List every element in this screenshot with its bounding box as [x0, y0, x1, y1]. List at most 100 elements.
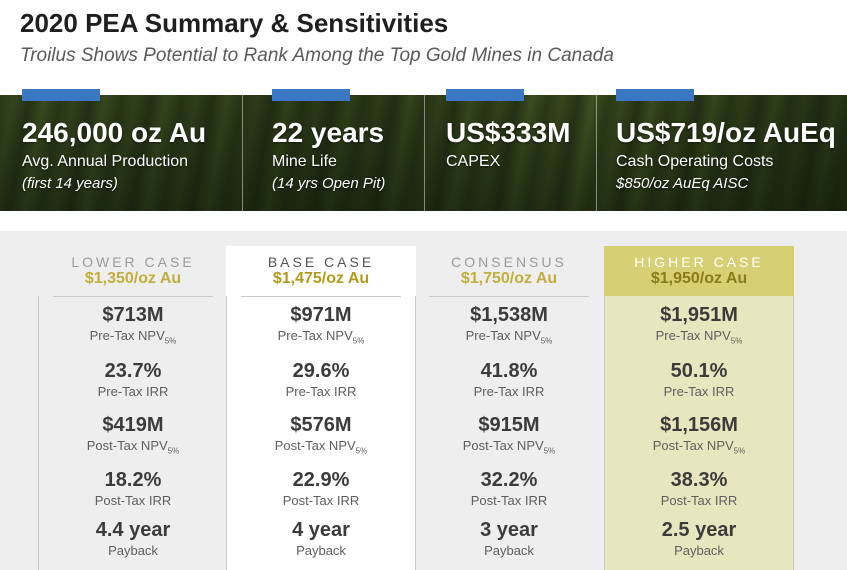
stat-note: (first 14 years): [22, 175, 118, 192]
metric-post-npv: $419M Post-Tax NPV5%: [38, 414, 228, 456]
stat-accent-bar: [446, 89, 524, 101]
case-price: $1,350/oz Au: [84, 270, 182, 287]
column-rule: [415, 296, 416, 570]
metric-value: 4 year: [292, 519, 350, 541]
metric-value: $713M: [102, 304, 164, 326]
metric-label: Pre-Tax NPV5%: [655, 328, 743, 346]
metric-payback: 4.4 year Payback: [38, 519, 228, 558]
stat-divider: [242, 95, 243, 211]
metric-value: $971M: [290, 304, 352, 326]
stat-divider: [596, 95, 597, 211]
metric-value: 41.8%: [480, 360, 538, 382]
metric-label: Post-Tax NPV5%: [462, 438, 556, 456]
column-rule: [38, 296, 39, 570]
case-name: BASE CASE: [267, 254, 375, 270]
metric-label: Pre-Tax IRR: [473, 384, 545, 399]
header-rule: [241, 296, 401, 297]
metric-value: 4.4 year: [95, 519, 171, 541]
metric-label: Pre-Tax IRR: [285, 384, 357, 399]
case-column-base: BASE CASE $1,475/oz Au $971M Pre-Tax NPV…: [226, 246, 416, 570]
case-price: $1,750/oz Au: [460, 270, 558, 287]
metric-value: 32.2%: [480, 469, 538, 491]
metric-value: 38.3%: [670, 469, 728, 491]
metric-pre-npv: $1,538M Pre-Tax NPV5%: [414, 304, 604, 346]
stat-accent-bar: [272, 89, 350, 101]
metric-post-npv: $915M Post-Tax NPV5%: [414, 414, 604, 456]
metric-label: Post-Tax IRR: [660, 493, 738, 508]
metric-label: Post-Tax IRR: [94, 493, 172, 508]
metric-pre-npv: $713M Pre-Tax NPV5%: [38, 304, 228, 346]
metric-post-npv: $1,156M Post-Tax NPV5%: [604, 414, 794, 456]
stat-note: $850/oz AuEq AISC: [616, 175, 749, 192]
metric-label: Post-Tax NPV5%: [652, 438, 746, 456]
metric-payback: 4 year Payback: [226, 519, 416, 558]
metric-value: 2.5 year: [661, 519, 737, 541]
metric-payback: 3 year Payback: [414, 519, 604, 558]
metric-label: Payback: [484, 543, 534, 558]
metric-value: 23.7%: [104, 360, 162, 382]
metric-label: Pre-Tax NPV5%: [277, 328, 365, 346]
metric-value: $915M: [478, 414, 540, 436]
metric-pre-irr: 23.7% Pre-Tax IRR: [38, 360, 228, 399]
metric-pre-npv: $971M Pre-Tax NPV5%: [226, 304, 416, 346]
stat-value: 22 years: [272, 117, 385, 148]
metric-pre-npv: $1,951M Pre-Tax NPV5%: [604, 304, 794, 346]
metric-label: Pre-Tax IRR: [97, 384, 169, 399]
metric-value: 22.9%: [292, 469, 350, 491]
metric-label: Post-Tax NPV5%: [274, 438, 368, 456]
stat-divider: [424, 95, 425, 211]
stat-label: Mine Life: [272, 153, 337, 170]
metric-value: $576M: [290, 414, 352, 436]
metric-label: Pre-Tax NPV5%: [465, 328, 553, 346]
metric-post-irr: 18.2% Post-Tax IRR: [38, 469, 228, 508]
metric-value: 50.1%: [670, 360, 728, 382]
page-subtitle: Troilus Shows Potential to Rank Among th…: [20, 45, 614, 66]
metric-label: Payback: [296, 543, 346, 558]
page-title: 2020 PEA Summary & Sensitivities: [20, 8, 449, 38]
case-price: $1,475/oz Au: [272, 270, 370, 287]
case-name: CONSENSUS: [451, 254, 567, 270]
metric-value: 29.6%: [292, 360, 350, 382]
case-column-lower: LOWER CASE $1,350/oz Au $713M Pre-Tax NP…: [38, 246, 228, 570]
case-column-higher: HIGHER CASE $1,950/oz Au $1,951M Pre-Tax…: [604, 246, 794, 570]
metric-label: Payback: [674, 543, 724, 558]
case-name: HIGHER CASE: [634, 254, 764, 270]
column-rule: [793, 296, 794, 570]
metric-value: 18.2%: [104, 469, 162, 491]
stats-banner: 246,000 oz Au Avg. Annual Production (fi…: [0, 89, 847, 211]
metric-pre-irr: 41.8% Pre-Tax IRR: [414, 360, 604, 399]
stat-label: CAPEX: [446, 153, 501, 170]
metric-post-npv: $576M Post-Tax NPV5%: [226, 414, 416, 456]
case-column-consensus: CONSENSUS $1,750/oz Au $1,538M Pre-Tax N…: [414, 246, 604, 570]
header-highlight: [604, 246, 794, 296]
column-rule: [226, 296, 227, 570]
stat-note: (14 yrs Open Pit): [272, 175, 386, 192]
case-name: LOWER CASE: [71, 254, 195, 270]
stat-label: Avg. Annual Production: [22, 153, 189, 170]
metric-label: Payback: [108, 543, 158, 558]
metric-pre-irr: 50.1% Pre-Tax IRR: [604, 360, 794, 399]
metric-label: Post-Tax IRR: [470, 493, 548, 508]
metric-value: $419M: [102, 414, 164, 436]
case-price: $1,950/oz Au: [650, 270, 748, 287]
metric-value: $1,156M: [660, 414, 738, 436]
stat-value: 246,000 oz Au: [22, 117, 207, 148]
stat-label: Cash Operating Costs: [616, 153, 774, 170]
metric-payback: 2.5 year Payback: [604, 519, 794, 558]
metric-value: $1,951M: [660, 304, 738, 326]
metric-label: Post-Tax NPV5%: [86, 438, 180, 456]
metric-value: 3 year: [480, 519, 538, 541]
header-rule: [53, 296, 213, 297]
stat-value: US$719/oz AuEq: [616, 117, 836, 148]
metric-label: Pre-Tax IRR: [663, 384, 735, 399]
metric-post-irr: 32.2% Post-Tax IRR: [414, 469, 604, 508]
stat-accent-bar: [616, 89, 694, 101]
metric-value: $1,538M: [470, 304, 548, 326]
header-rule: [429, 296, 589, 297]
metric-pre-irr: 29.6% Pre-Tax IRR: [226, 360, 416, 399]
metric-post-irr: 22.9% Post-Tax IRR: [226, 469, 416, 508]
stat-accent-bar: [22, 89, 100, 101]
stat-value: US$333M: [446, 117, 571, 148]
metric-post-irr: 38.3% Post-Tax IRR: [604, 469, 794, 508]
metric-label: Pre-Tax NPV5%: [89, 328, 177, 346]
